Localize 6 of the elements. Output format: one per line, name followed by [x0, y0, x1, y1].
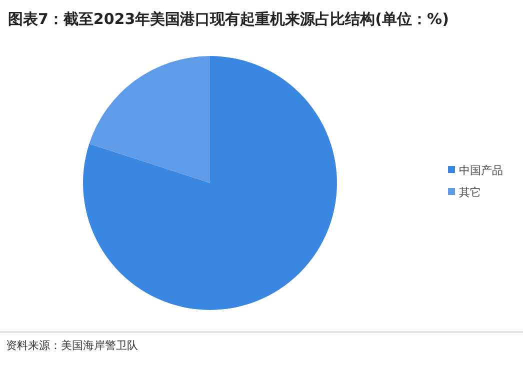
legend-label: 其它 [459, 186, 481, 199]
chart-title: 图表7：截至2023年美国港口现有起重机来源占比结构(单位：%) [8, 10, 449, 28]
pie-slice [83, 56, 337, 310]
legend-label: 中国产品 [459, 164, 503, 177]
pie-slice [89, 56, 210, 183]
text: 资料来源：美国海岸警卫队 [6, 339, 138, 352]
